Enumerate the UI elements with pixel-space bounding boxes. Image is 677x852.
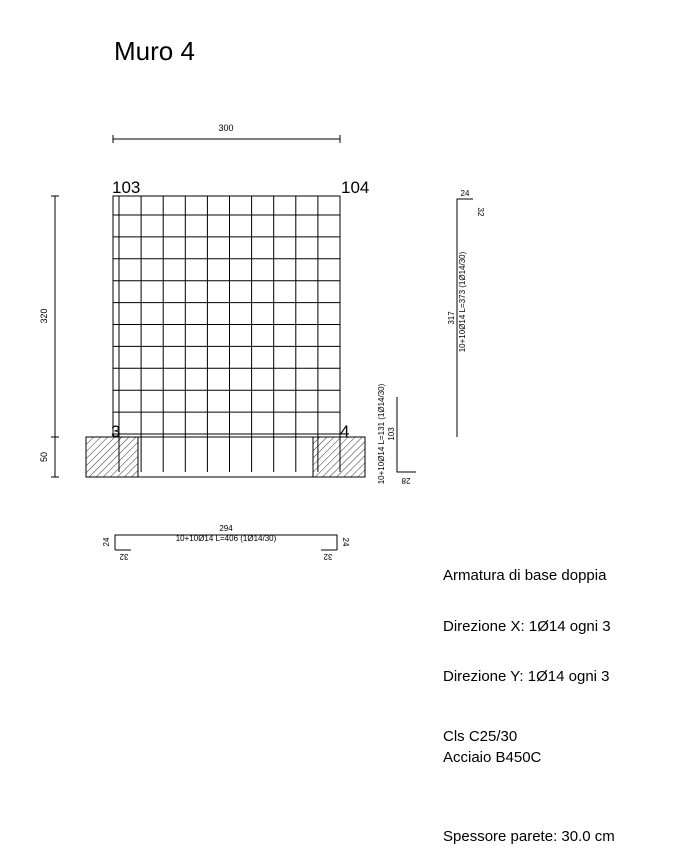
vertical-bar-length: 317 <box>447 311 456 325</box>
node-label-top-right: 104 <box>341 178 369 197</box>
height-dimension-value: 320 <box>39 308 49 323</box>
height-dimension: 320 50 <box>39 195 59 478</box>
direction-y-note: Direzione Y: 1Ø14 ogni 3 <box>443 668 610 685</box>
width-dimension-value: 300 <box>218 123 233 133</box>
footing-hatch-left <box>85 436 139 478</box>
steel-class-note: Acciaio B450C <box>443 749 542 766</box>
footing-hatch-right <box>312 436 366 478</box>
base-dimension-value: 50 <box>39 452 49 462</box>
node-label-bottom-right: 4 <box>340 422 349 441</box>
starter-bar-hook: 28 <box>401 476 410 485</box>
base-bar-right-hook: 32 <box>323 552 332 561</box>
base-reinforcement-note: Armatura di base doppia <box>443 567 607 584</box>
base-bar-detail: 294 10+10Ø14 L=406 (1Ø14/30) 24 32 24 32 <box>102 524 350 561</box>
base-bar-left-up: 24 <box>102 537 111 546</box>
vertical-bar-top-length: 24 <box>461 189 470 198</box>
starter-bar-label: 10+10Ø14 L=131 (1Ø14/30) <box>377 383 386 484</box>
wall-thickness-note: Spessore parete: 30.0 cm <box>443 828 615 845</box>
node-label-bottom-left: 3 <box>111 422 120 441</box>
node-label-top-left: 103 <box>112 178 140 197</box>
starter-bar-length: 103 <box>387 427 396 441</box>
base-bar-length: 294 <box>219 524 233 533</box>
drawing-title: Muro 4 <box>114 36 195 66</box>
reinforcement-grid <box>113 196 341 472</box>
wall-outline <box>112 195 341 438</box>
width-dimension: 300 <box>112 123 341 143</box>
direction-x-note: Direzione X: 1Ø14 ogni 3 <box>443 618 611 635</box>
base-bar-left-hook: 32 <box>119 552 128 561</box>
base-bar-label: 10+10Ø14 L=406 (1Ø14/30) <box>176 534 277 543</box>
vertical-bar-label: 10+10Ø14 L=373 (1Ø14/30) <box>458 251 467 352</box>
vertical-bar-hook: 32 <box>476 208 485 217</box>
starter-bar-detail: 10+10Ø14 L=131 (1Ø14/30) 103 28 <box>377 383 416 485</box>
base-bar-right-up: 24 <box>341 538 350 547</box>
vertical-bar-detail: 24 32 317 10+10Ø14 L=373 (1Ø14/30) <box>447 189 485 437</box>
concrete-class-note: Cls C25/30 <box>443 728 518 745</box>
